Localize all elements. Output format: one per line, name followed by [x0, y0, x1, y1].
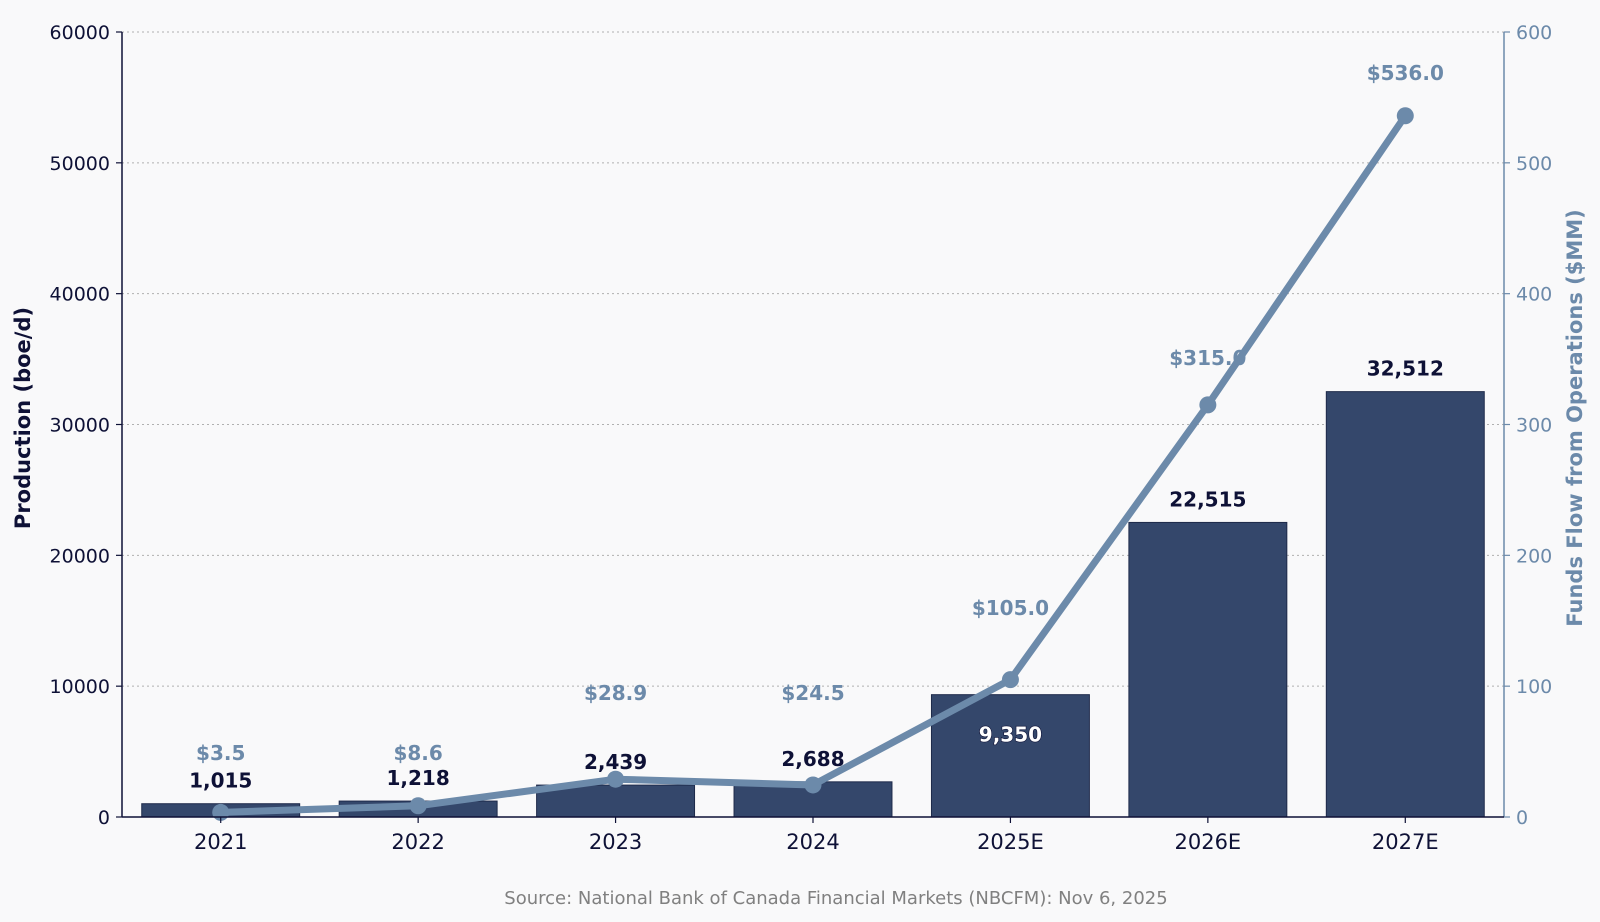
line-value-label: $24.5: [781, 681, 844, 705]
bar-value-label: 2,688: [781, 747, 844, 771]
line-marker: [1396, 107, 1414, 125]
left-axis-title: Production (boe/d): [11, 307, 35, 529]
source-note: Source: National Bank of Canada Financia…: [504, 888, 1167, 909]
right-axis-tick-label: 500: [1516, 153, 1552, 175]
bar: [536, 784, 696, 818]
line-value-label: $105.0: [972, 596, 1049, 620]
left-axis-tick-label: 0: [98, 807, 110, 829]
line-marker: [804, 776, 822, 794]
bar-value-label: 22,515: [1169, 487, 1246, 511]
x-axis-tick-label: 2026E: [1174, 830, 1241, 854]
data-labels: 1,015 1,218 2,439 2,688 9,350 22,515 32,512 $3.…: [189, 61, 1444, 793]
x-axis-tick-label: 2021: [194, 830, 247, 854]
left-axis-tick-label: 20000: [50, 545, 110, 567]
line-series: [212, 107, 1414, 821]
line-marker: [1001, 671, 1019, 689]
right-axis-tick-label: 300: [1516, 415, 1552, 437]
x-axis-tick-label: 2024: [786, 830, 839, 854]
left-axis-tick-label: 50000: [50, 153, 110, 175]
line-marker: [607, 770, 625, 788]
bar-value-label: 1,218: [387, 766, 450, 790]
bar: [1325, 391, 1485, 818]
x-axis-tick-label: 2023: [589, 830, 642, 854]
right-axis-tick-label: 400: [1516, 284, 1552, 306]
bar-value-label: 9,350: [979, 723, 1042, 747]
left-axis-tick-label: 10000: [50, 676, 110, 698]
line-value-label: $536.0: [1367, 61, 1444, 85]
line-value-label: $8.6: [393, 741, 442, 765]
bar-value-label: 32,512: [1367, 357, 1444, 381]
left-axis-tick-label: 40000: [50, 284, 110, 306]
bar: [930, 694, 1090, 818]
x-axis-tick-label: 2027E: [1372, 830, 1439, 854]
right-axis-tick-label: 200: [1516, 545, 1552, 567]
line-value-label: $315.0: [1169, 346, 1246, 370]
right-axis-title: Funds Flow from Operations ($MM): [1563, 209, 1587, 627]
left-axis-tick-label: 30000: [50, 415, 110, 437]
right-axis-tick-label: 100: [1516, 676, 1552, 698]
bar-value-label: 2,439: [584, 750, 647, 774]
bar-series: [141, 391, 1485, 818]
line-value-label: $28.9: [584, 681, 647, 705]
line-value-label: $3.5: [196, 741, 245, 765]
right-axis-tick-label: 0: [1516, 807, 1528, 829]
bar: [1128, 521, 1288, 818]
axes: 0 10000 20000 30000 40000 50000 60000 0 100 200 30…: [50, 22, 1553, 854]
left-axis-tick-label: 60000: [50, 22, 110, 44]
x-axis-tick-label: 2022: [391, 830, 444, 854]
line-marker: [1199, 396, 1217, 414]
right-axis-tick-label: 600: [1516, 22, 1552, 44]
bar-value-label: 1,015: [189, 769, 252, 793]
x-axis-tick-label: 2025E: [977, 830, 1044, 854]
grid: [122, 31, 1504, 687]
line-marker: [409, 797, 427, 815]
